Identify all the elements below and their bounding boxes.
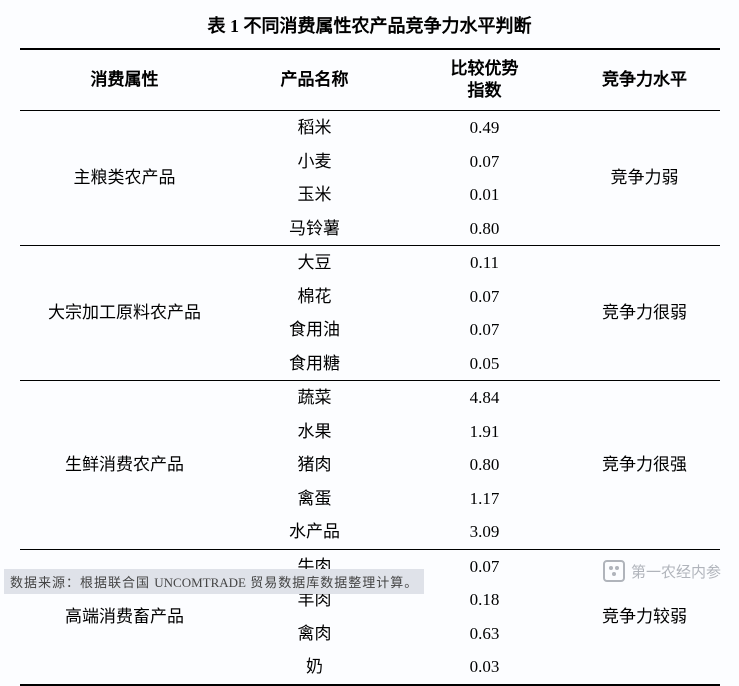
- cell-index: 0.18: [400, 583, 570, 617]
- table-row: 生鲜消费农产品蔬菜4.84竞争力很强: [20, 381, 720, 415]
- col-header-level: 竞争力水平: [570, 49, 720, 111]
- col-header-index-line1: 比较优势: [451, 59, 519, 78]
- cell-index: 1.91: [400, 415, 570, 449]
- source-prefix: 数据来源：根据联合国: [10, 575, 154, 590]
- cell-product-name: 禽肉: [230, 617, 400, 651]
- cell-index: 0.11: [400, 246, 570, 280]
- watermark-text: 第一农经内参: [631, 561, 721, 582]
- cell-attribute: 生鲜消费农产品: [20, 381, 230, 550]
- cell-index: 0.63: [400, 617, 570, 651]
- col-header-index: 比较优势 指数: [400, 49, 570, 111]
- cell-product-name: 奶: [230, 650, 400, 685]
- cell-product-name: 蔬菜: [230, 381, 400, 415]
- cell-product-name: 马铃薯: [230, 212, 400, 246]
- table-header-row: 消费属性 产品名称 比较优势 指数 竞争力水平: [20, 49, 720, 111]
- cell-attribute: 大宗加工原料农产品: [20, 246, 230, 381]
- cell-product-name: 水果: [230, 415, 400, 449]
- col-header-attribute: 消费属性: [20, 49, 230, 111]
- cell-product-name: 食用油: [230, 313, 400, 347]
- cell-index: 0.07: [400, 313, 570, 347]
- cell-index: 0.07: [400, 280, 570, 314]
- cell-index: 0.80: [400, 212, 570, 246]
- cell-index: 0.07: [400, 145, 570, 179]
- cell-product-name: 稻米: [230, 111, 400, 145]
- source-suffix: 贸易数据库数据整理计算。: [246, 575, 418, 590]
- cell-index: 0.49: [400, 111, 570, 145]
- cell-product-name: 玉米: [230, 178, 400, 212]
- cell-level: 竞争力弱: [570, 111, 720, 246]
- data-source: 数据来源：根据联合国 UNCOMTRADE 贸易数据库数据整理计算。: [4, 569, 424, 594]
- wechat-icon: [603, 560, 625, 582]
- cell-product-name: 水产品: [230, 515, 400, 549]
- cell-index: 0.03: [400, 650, 570, 685]
- watermark: 第一农经内参: [603, 560, 721, 582]
- col-header-name: 产品名称: [230, 49, 400, 111]
- cell-product-name: 猪肉: [230, 448, 400, 482]
- table-row: 大宗加工原料农产品大豆0.11竞争力很弱: [20, 246, 720, 280]
- cell-index: 1.17: [400, 482, 570, 516]
- table-title: 表 1 不同消费属性农产品竞争力水平判断: [0, 0, 739, 48]
- cell-index: 0.80: [400, 448, 570, 482]
- source-db: UNCOMTRADE: [154, 575, 246, 590]
- cell-index: 4.84: [400, 381, 570, 415]
- cell-product-name: 棉花: [230, 280, 400, 314]
- cell-attribute: 主粮类农产品: [20, 111, 230, 246]
- cell-level: 竞争力很强: [570, 381, 720, 550]
- cell-index: 0.07: [400, 549, 570, 583]
- cell-index: 0.01: [400, 178, 570, 212]
- cell-product-name: 禽蛋: [230, 482, 400, 516]
- cell-product-name: 食用糖: [230, 347, 400, 381]
- cell-level: 竞争力很弱: [570, 246, 720, 381]
- cell-index: 3.09: [400, 515, 570, 549]
- col-header-index-line2: 指数: [468, 81, 502, 100]
- cell-product-name: 大豆: [230, 246, 400, 280]
- cell-product-name: 小麦: [230, 145, 400, 179]
- cell-index: 0.05: [400, 347, 570, 381]
- table-row: 主粮类农产品稻米0.49竞争力弱: [20, 111, 720, 145]
